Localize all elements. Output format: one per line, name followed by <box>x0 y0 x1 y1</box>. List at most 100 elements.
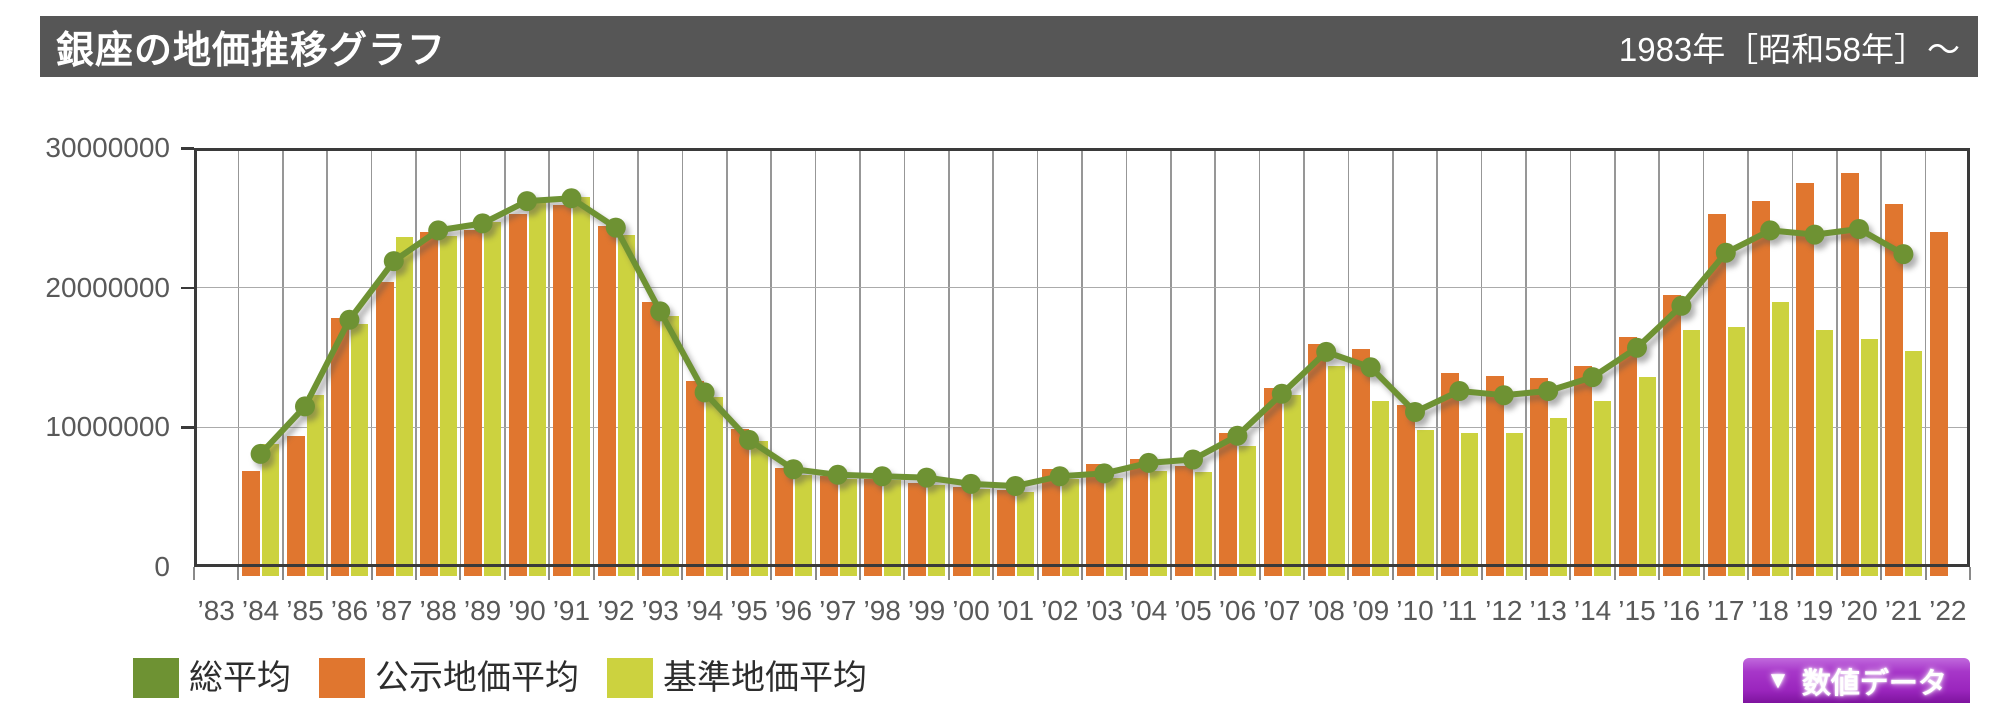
bar-kouji <box>1485 375 1504 576</box>
bar-kijun <box>1772 301 1789 576</box>
vertical-gridline <box>1880 148 1882 567</box>
x-axis-label: ’98 <box>863 595 901 626</box>
bar-kijun <box>484 222 502 576</box>
sou-heikin-point <box>1138 452 1159 473</box>
vertical-gridline <box>1480 148 1483 567</box>
sou-heikin-point <box>1271 383 1292 404</box>
sou-heikin-point <box>517 191 537 212</box>
sou-heikin-point <box>1360 357 1381 378</box>
legend-swatch <box>607 658 653 698</box>
vertical-gridline <box>1214 148 1216 567</box>
bar-kijun <box>1106 477 1123 576</box>
x-axis-label: ’13 <box>1529 595 1567 626</box>
numeric-data-button[interactable]: ▼ 数値データ <box>1743 658 1970 703</box>
bar-kijun <box>1372 400 1390 576</box>
bar-kouji <box>1752 201 1770 576</box>
x-axis-label: ’06 <box>1218 595 1257 626</box>
sou-heikin-point <box>339 309 360 330</box>
bar-kijun <box>884 480 901 576</box>
bar-kijun <box>573 196 591 576</box>
x-axis-tick <box>1525 567 1527 580</box>
bar-kijun <box>1416 430 1434 576</box>
sou-heikin-point <box>827 464 848 485</box>
x-axis-label: ’84 <box>241 595 280 626</box>
vertical-gridline <box>459 148 462 567</box>
x-axis-label: ’00 <box>952 595 990 626</box>
bar-kouji <box>1086 463 1104 576</box>
bar-kouji <box>730 428 749 576</box>
vertical-gridline <box>1258 148 1261 567</box>
x-axis-label: ’11 <box>1441 595 1478 626</box>
sou-heikin-point <box>650 301 671 322</box>
bar-kijun <box>1461 432 1479 576</box>
bar-kouji <box>242 470 261 576</box>
y-axis-label: 30000000 <box>45 132 170 163</box>
bar-kijun <box>1061 479 1079 576</box>
x-axis-tick <box>1480 567 1483 580</box>
bar-kouji <box>1707 213 1726 576</box>
bar-kouji <box>997 490 1016 576</box>
x-axis-label: ’94 <box>685 595 724 626</box>
x-axis-tick <box>637 567 639 580</box>
bar-kijun <box>1683 329 1701 576</box>
x-axis-tick <box>859 567 861 580</box>
vertical-gridline <box>1702 148 1705 567</box>
x-axis-label: ’14 <box>1573 595 1612 626</box>
x-axis-tick <box>1791 567 1794 580</box>
x-axis-tick <box>415 567 417 580</box>
vertical-gridline <box>992 148 994 567</box>
sou-heikin-point <box>739 429 759 450</box>
vertical-gridline <box>1170 148 1172 567</box>
sou-heikin-point <box>1493 385 1514 406</box>
bar-kouji <box>908 483 927 576</box>
bar-kouji <box>642 301 660 576</box>
x-axis-tick <box>237 567 240 580</box>
y-axis-tick <box>181 147 194 150</box>
bar-kijun <box>528 199 546 576</box>
x-axis-tick <box>1835 567 1838 580</box>
bar-kouji <box>775 467 794 576</box>
sou-heikin-point <box>1049 466 1070 487</box>
bar-kouji <box>1885 203 1904 576</box>
vertical-gridline <box>903 148 906 567</box>
sou-heikin-point <box>1538 381 1559 401</box>
x-axis-tick <box>1036 567 1039 580</box>
x-axis-label: ’03 <box>1085 595 1123 626</box>
bar-kijun <box>1283 395 1301 576</box>
sou-heikin-point <box>605 217 626 238</box>
line-series-layer <box>250 188 1914 496</box>
bar-kouji <box>1041 469 1060 576</box>
vertical-gridline <box>1614 148 1616 567</box>
bar-kijun <box>440 236 457 576</box>
vertical-gridline <box>1436 148 1438 567</box>
bar-kouji <box>420 231 438 576</box>
sou-heikin-point <box>250 443 271 464</box>
sou-heikin-point <box>1849 219 1869 239</box>
x-axis-label: ’05 <box>1174 595 1212 626</box>
x-axis-tick <box>1169 567 1172 580</box>
x-axis-label: ’99 <box>907 595 946 626</box>
vertical-gridline <box>1658 148 1660 567</box>
sou-heikin-point <box>1183 449 1203 470</box>
legend-item: 基準地価平均 <box>607 658 867 698</box>
x-axis-label: ’17 <box>1707 595 1745 626</box>
x-axis-tick <box>1658 567 1661 580</box>
bar-kijun <box>262 444 280 576</box>
sou-heikin-point <box>295 396 315 417</box>
bar-kouji <box>686 381 705 576</box>
x-axis-label: ’91 <box>552 595 591 626</box>
y-axis-label: 20000000 <box>45 271 170 303</box>
x-axis-tick <box>1081 567 1083 580</box>
x-axis-label: ’96 <box>774 595 813 626</box>
x-axis-label: ’08 <box>1307 595 1345 626</box>
x-axis-label: ’09 <box>1351 595 1390 626</box>
vertical-gridline <box>1525 148 1527 567</box>
legend-item: 公示地価平均 <box>319 658 579 698</box>
x-axis-tick <box>1391 567 1394 580</box>
x-axis-label: ’19 <box>1795 595 1834 626</box>
x-axis-label: ’12 <box>1485 595 1523 626</box>
sou-heikin-point <box>1627 337 1647 358</box>
header-period: 1983年［昭和58年］～ <box>1618 30 1960 68</box>
x-axis-label: ’15 <box>1618 595 1656 626</box>
bar-kouji <box>1663 294 1682 576</box>
